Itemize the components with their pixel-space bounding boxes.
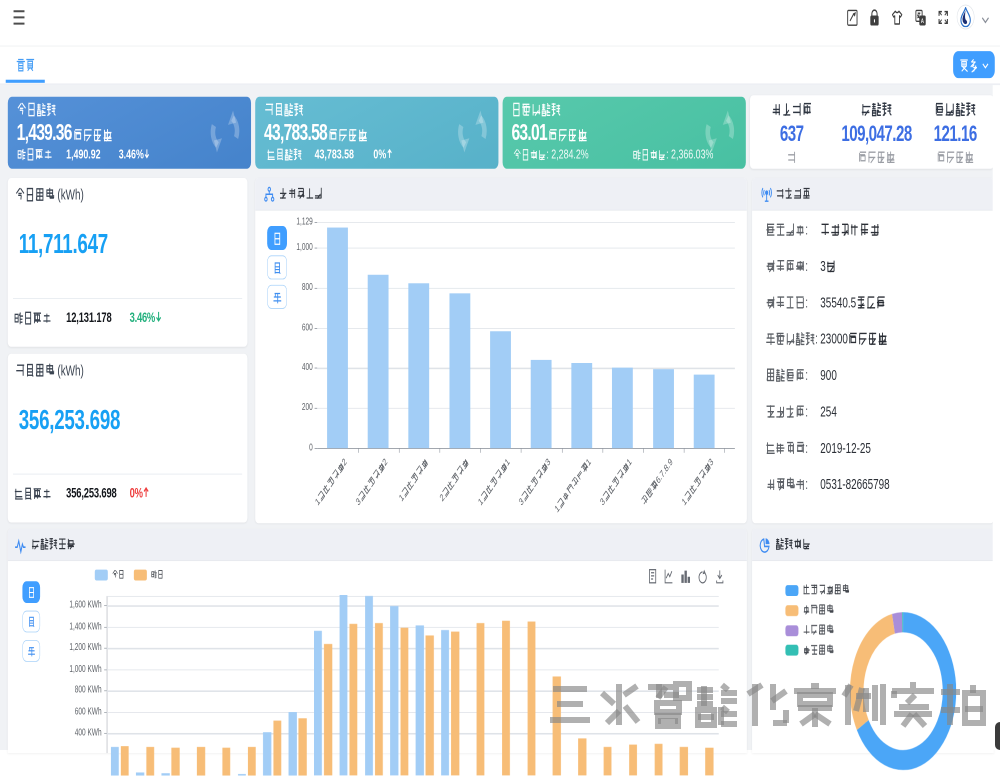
svg-text:A: A — [921, 18, 924, 25]
